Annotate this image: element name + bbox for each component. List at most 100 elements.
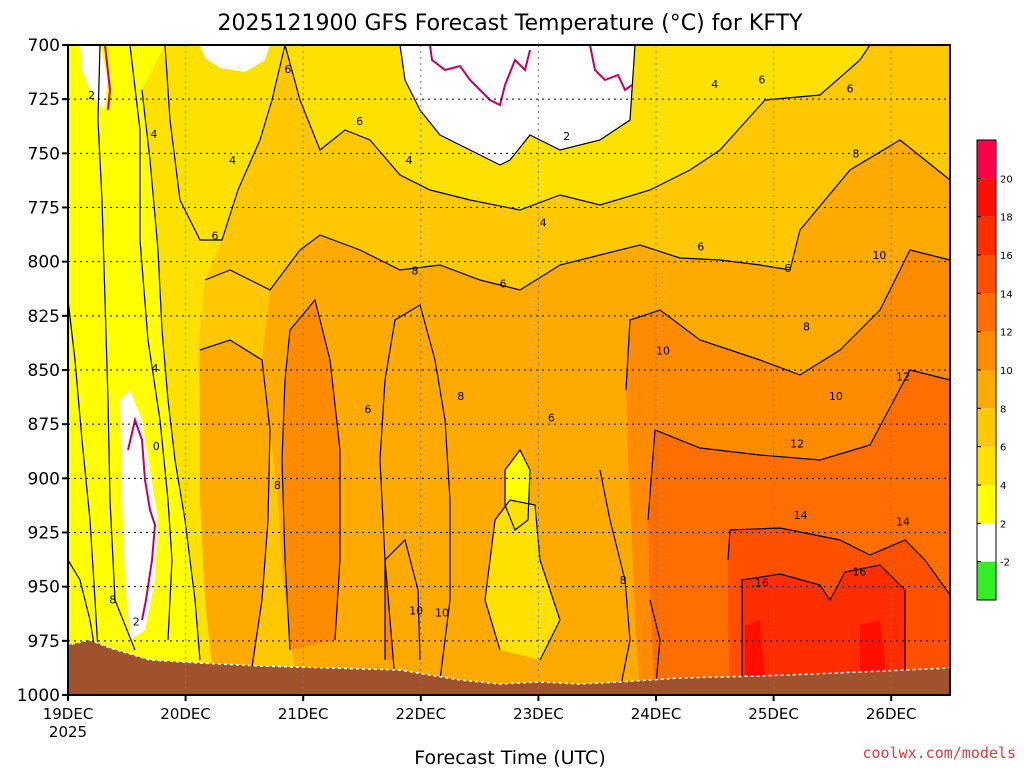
contour-label: 6: [758, 74, 765, 87]
contour-label: 4: [229, 154, 236, 167]
y-tick-label: 875: [28, 415, 60, 435]
y-tick-label: 850: [28, 361, 60, 381]
contour-labels: 2 4 4 6 6 4 2 4 4 6 6 8 6 6 6 10 8 6 8 10 12 4 6 8 10 6 0 12 8 14 14 8 1…: [88, 63, 910, 628]
contour-label: 4: [711, 78, 718, 91]
contour-label: 6: [356, 115, 363, 128]
contour-label: 4: [540, 217, 547, 230]
zero-contour: [429, 44, 531, 107]
contour-line: [199, 339, 271, 681]
contour-label: 8: [803, 321, 810, 334]
contour-line: [399, 44, 636, 166]
terrain-ground: [67, 639, 951, 696]
contour-line: [284, 44, 871, 211]
x-tick-label: 22DEC: [396, 705, 447, 723]
contour-label: 4: [406, 154, 413, 167]
contour-label: 6: [847, 82, 854, 95]
colorbar-segment: [977, 140, 996, 179]
colorbar-tick-label: 16: [1000, 251, 1013, 262]
contour-line: [129, 44, 173, 641]
colorbar-tick-label: 10: [1000, 366, 1013, 377]
contour-label: 12: [896, 371, 910, 384]
y-tick-label: 975: [28, 632, 60, 652]
colorbar-segment: [977, 178, 996, 217]
contour-line: [599, 469, 631, 691]
contour-label: 10: [872, 249, 886, 262]
contour-line: [281, 298, 341, 651]
contour-line: [384, 538, 421, 661]
zero-contour: [589, 44, 633, 92]
contour-line: [164, 44, 286, 241]
colorbar-segment: [977, 561, 996, 600]
colorbar-tick-label: 2: [1000, 519, 1006, 530]
x-tick-label: 25DEC: [748, 705, 799, 723]
colorbar-segment: [977, 370, 996, 409]
contour-line: [204, 139, 951, 291]
contour-label: 4: [152, 362, 159, 375]
colorbar-tick-label: 12: [1000, 328, 1013, 339]
contour-label: 16: [755, 576, 769, 589]
contour-label: 6: [548, 412, 555, 425]
y-tick-label: 700: [28, 36, 60, 56]
band-orange-8-col2: [380, 305, 450, 680]
y-tick-label: 825: [28, 307, 60, 327]
y-tick-label: 775: [28, 199, 60, 219]
credit-text: coolwx.com/models: [862, 744, 1016, 762]
contour-label: 6: [500, 277, 507, 290]
contour-label: 10: [829, 390, 843, 403]
contour-label: 6: [284, 63, 291, 76]
contour-line: [727, 527, 951, 596]
colorbar-segment: [977, 408, 996, 447]
colorbar-segment: [977, 523, 996, 562]
band-white-top-left: [80, 45, 270, 110]
chart-title: 2025121900 GFS Forecast Temperature (°C)…: [217, 11, 803, 36]
colorbar-segment: [977, 293, 996, 332]
contour-label: 8: [852, 147, 859, 160]
contour-label: 4: [150, 128, 157, 141]
x-tick-label: 21DEC: [278, 705, 329, 723]
contour-line: [67, 299, 99, 651]
colorbar-segment: [977, 485, 996, 524]
y-tick-label: 800: [28, 253, 60, 273]
band-orange-8-col1: [200, 340, 270, 695]
colorbar-segment: [977, 446, 996, 485]
contour-line: [141, 89, 201, 661]
x-tick-year: 2025: [49, 723, 87, 741]
colorbar-segment: [977, 331, 996, 370]
contour-label: 0: [153, 440, 160, 453]
band-orange-10-col1: [282, 300, 340, 650]
colorbar-segment: [977, 255, 996, 294]
y-tick-label: 900: [28, 469, 60, 489]
y-tick-label: 950: [28, 578, 60, 598]
contour-line: [97, 44, 136, 651]
x-axis-label: Forecast Time (UTC): [414, 747, 605, 768]
colorbar: 20 18 16 14 12 10 8 6 4 2 -2: [976, 139, 1013, 601]
contour-label: 8: [620, 574, 627, 587]
plot-area: 2 4 4 6 6 4 2 4 4 6 6 8 6 6 6 10 8 6 8 10 12 4 6 8 10 6 0 12 8 14 14 8 1…: [67, 44, 951, 696]
contour-label: 10: [656, 345, 670, 358]
colorbar-tick-label: 18: [1000, 213, 1013, 224]
contour-label: 2: [563, 130, 570, 143]
contour-line: [484, 499, 561, 661]
contour-label: 2: [133, 615, 140, 628]
x-axis: 19DEC 20DEC 21DEC 22DEC 23DEC 24DEC 25DEC 26DEC…: [43, 695, 916, 741]
colorbar-tick-label: 14: [1000, 289, 1013, 300]
x-tick-label: 20DEC: [160, 705, 211, 723]
contour-line: [67, 559, 96, 651]
y-tick-label: 750: [28, 144, 60, 164]
y-tick-label: 725: [28, 90, 60, 110]
contour-line: [625, 249, 951, 391]
contour-line: [504, 448, 531, 531]
zero-contour: [104, 44, 112, 111]
contour-line: [379, 304, 451, 681]
contour-label: 16: [852, 566, 866, 579]
colorbar-tick-label: -2: [1000, 558, 1010, 569]
x-tick-label: 24DEC: [631, 705, 682, 723]
colorbar-tick-label: 6: [1000, 443, 1006, 454]
contour-line: [647, 369, 951, 521]
contour-label: 6: [697, 241, 704, 254]
contour-label: 8: [274, 479, 281, 492]
contour-label: 2: [88, 89, 95, 102]
contour-label: 6: [212, 230, 219, 243]
contour-label: 6: [784, 262, 791, 275]
